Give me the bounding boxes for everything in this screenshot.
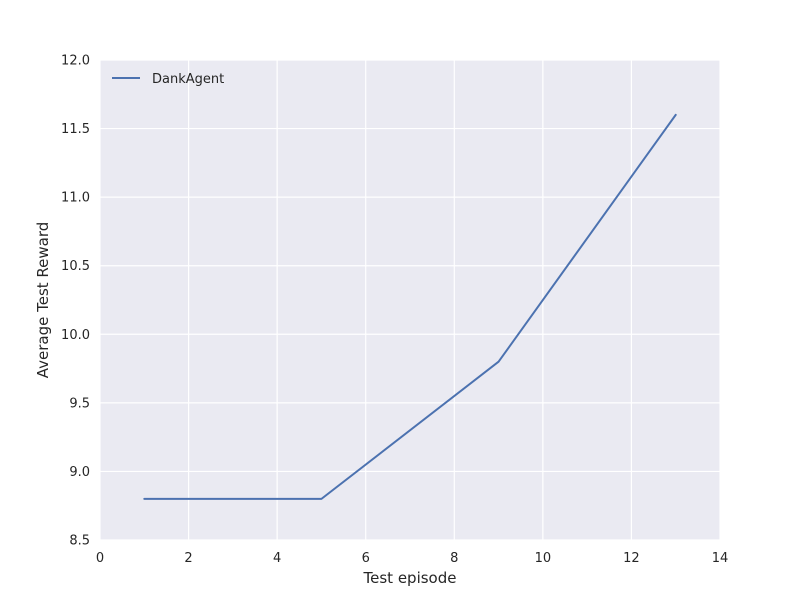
plot-background [100, 60, 720, 540]
x-axis-label: Test episode [363, 569, 457, 587]
y-tick-label: 9.0 [69, 465, 90, 480]
y-tick-label: 10.0 [61, 328, 90, 343]
y-tick-label: 11.0 [61, 191, 90, 206]
y-tick-label: 9.5 [69, 396, 90, 411]
x-tick-label: 6 [362, 551, 370, 566]
tick-labels: 0 2 4 6 8 10 12 14 8.5 9.0 9.5 10.0 10.5 11.0 11.5 12.0 [61, 54, 728, 567]
series-layer [143, 113, 677, 500]
series-line-dankagent [143, 113, 677, 500]
y-tick-label: 8.5 [69, 534, 90, 549]
y-tick-label: 11.5 [61, 122, 90, 137]
legend: DankAgent [112, 72, 224, 87]
x-tick-label: 14 [712, 551, 729, 566]
x-tick-label: 4 [273, 551, 281, 566]
x-tick-label: 12 [623, 551, 640, 566]
x-tick-label: 2 [184, 551, 192, 566]
y-tick-label: 10.5 [61, 259, 90, 274]
x-tick-label: 0 [96, 551, 104, 566]
legend-label-dankagent: DankAgent [152, 72, 224, 87]
y-tick-label: 12.0 [61, 54, 90, 69]
y-axis-label: Average Test Reward [34, 222, 52, 379]
x-tick-label: 10 [535, 551, 552, 566]
x-tick-label: 8 [450, 551, 458, 566]
